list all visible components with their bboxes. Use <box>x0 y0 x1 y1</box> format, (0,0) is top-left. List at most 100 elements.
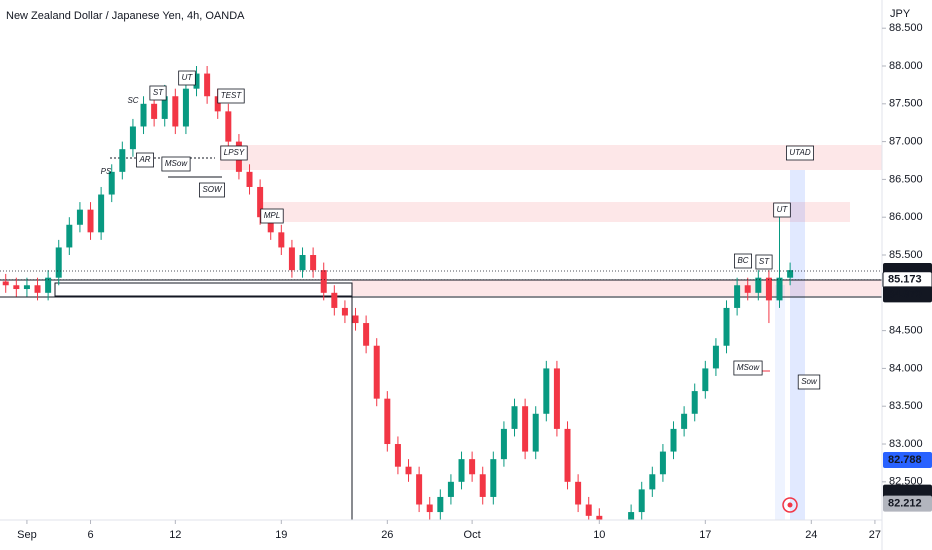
price-tag <box>883 286 932 303</box>
annotation: SOW <box>202 185 223 194</box>
candle-body <box>702 368 709 392</box>
candle-body <box>787 270 794 278</box>
annotation: MSow <box>165 159 188 168</box>
annotation-box <box>220 145 248 161</box>
candle-body <box>564 428 571 482</box>
annotation-box <box>136 152 154 168</box>
price-tag <box>883 495 932 512</box>
candle-body <box>193 73 200 89</box>
y-tick-label: 87.000 <box>889 136 923 148</box>
annotation: ST <box>153 88 164 97</box>
annotation-box <box>178 70 196 86</box>
annotation: MSow <box>737 363 760 372</box>
candle-body <box>76 209 83 225</box>
candle-body <box>151 103 158 119</box>
candle-body <box>310 255 317 271</box>
candle-body <box>670 428 677 452</box>
candle-body <box>45 277 52 293</box>
candle-body <box>55 247 62 278</box>
y-tick-label: 87.500 <box>889 98 923 110</box>
annotation-box <box>733 360 763 376</box>
candle-body <box>458 459 465 482</box>
candle-body <box>765 277 772 301</box>
price-tag-label: 82.357 <box>888 487 922 499</box>
candle-body <box>267 217 274 233</box>
x-tick-label: 12 <box>169 529 181 541</box>
annotation-box <box>260 208 284 224</box>
candle-body <box>723 307 730 346</box>
candle-body <box>108 171 115 195</box>
candle-body <box>288 247 295 271</box>
candle-body <box>511 406 518 429</box>
candle-body <box>628 512 635 520</box>
y-tick-label: 83.500 <box>889 400 923 412</box>
candle-body <box>659 451 666 475</box>
candle-body <box>394 444 401 467</box>
chart-title: New Zealand Dollar / Japanese Yen, 4h, O… <box>6 10 245 22</box>
alert-icon <box>782 497 798 513</box>
annotation: AR <box>138 155 150 164</box>
annotation: TEST <box>221 91 243 100</box>
candle-body <box>447 481 454 497</box>
candle-body <box>532 413 539 452</box>
candle-body <box>299 255 306 271</box>
candle-body <box>522 406 529 452</box>
candle-body <box>734 285 741 308</box>
box <box>54 282 353 297</box>
candle-body <box>2 281 9 286</box>
candle-body <box>352 315 359 324</box>
annotation-box <box>734 253 752 269</box>
annotation-box <box>755 254 773 270</box>
zone <box>262 202 850 222</box>
candle-body <box>437 496 444 513</box>
annotation: LPSY <box>224 148 245 157</box>
price-tag-label: 82.788 <box>888 454 922 466</box>
candle-body <box>119 149 126 172</box>
candle-body <box>363 323 370 346</box>
candle-body <box>161 96 168 119</box>
price-tag-label: 84.979 <box>888 288 922 300</box>
x-tick-label: Sep <box>17 529 37 541</box>
annotation-box <box>199 182 225 198</box>
annotation-box <box>773 202 791 218</box>
candle-body <box>246 171 253 187</box>
band <box>775 285 785 520</box>
candle-body <box>744 285 751 293</box>
y-tick-label: 86.500 <box>889 173 923 185</box>
candle-body <box>140 103 147 127</box>
annotation-box <box>797 374 821 390</box>
annotation: ST <box>759 257 770 266</box>
candle-body <box>638 489 645 513</box>
y-tick-label: 88.500 <box>889 22 923 34</box>
candle-body <box>13 285 20 290</box>
candle-body <box>23 285 30 290</box>
candle-body <box>225 111 232 142</box>
price-tag-label: 82.212 <box>888 498 922 510</box>
candle-body <box>416 474 423 505</box>
candle-body <box>87 209 94 233</box>
x-tick-label: 24 <box>805 529 817 541</box>
y-tick-label: 86.000 <box>889 211 923 223</box>
annotation: MPL <box>264 211 280 220</box>
candle-body <box>405 466 412 475</box>
candle-body <box>172 96 179 127</box>
x-tick-label: 17 <box>699 529 711 541</box>
candle-body <box>776 277 783 301</box>
candle-body <box>649 474 656 490</box>
y-tick-label: 85.500 <box>889 249 923 261</box>
candle-body <box>681 413 688 429</box>
price-tag <box>883 452 932 469</box>
x-tick-label: 27 <box>869 529 881 541</box>
candle-body <box>320 270 327 293</box>
candle-body <box>373 345 380 399</box>
x-tick-label: 19 <box>275 529 287 541</box>
annotation-box <box>786 145 814 161</box>
candle-body <box>585 504 592 516</box>
x-tick-label: Oct <box>464 529 481 541</box>
candle-body <box>755 277 762 293</box>
zone <box>220 145 882 170</box>
candle-body <box>691 391 698 414</box>
candle-body <box>490 459 497 497</box>
candle-body <box>500 428 507 460</box>
